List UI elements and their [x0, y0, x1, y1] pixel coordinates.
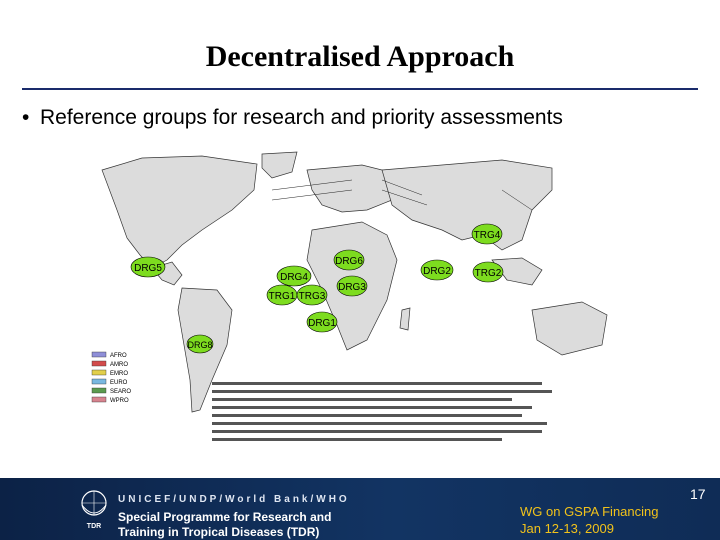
group-marker: DRG5 [130, 256, 166, 278]
legend-item: AFRO [91, 351, 127, 359]
legend-item: WPRO [91, 396, 129, 404]
title-underline [22, 88, 698, 90]
event-line-1: WG on GSPA Financing [520, 504, 659, 519]
asia-land [381, 159, 553, 251]
group-label: DRG6 [335, 256, 363, 267]
event-line-2: Jan 12-13, 2009 [520, 521, 614, 536]
group-marker: DRG4 [276, 265, 312, 287]
tdr-logo: TDR [81, 490, 107, 530]
world-map: DRG5 DRG6 DRG4 DRG2 TRG4 TRG2 DRG3 TRG1 [82, 150, 650, 446]
group-marker: DRG2 [420, 259, 454, 281]
legend-label: SEARO [110, 389, 131, 395]
group-label: TRG3 [299, 291, 326, 302]
group-marker: TRG1 [266, 284, 298, 306]
group-label: TRG2 [475, 268, 502, 279]
group-label: TRG1 [269, 291, 296, 302]
footer-banner [0, 478, 720, 540]
greenland-land [261, 151, 298, 179]
programme-line-1: Special Programme for Research and [118, 510, 332, 524]
north-america-land [101, 155, 258, 269]
legend-label: AFRO [110, 353, 127, 359]
madagascar-land [399, 307, 411, 331]
group-marker: TRG3 [296, 284, 328, 306]
bullet-item: • Reference groups for research and prior… [22, 106, 563, 130]
legend-label: AMRO [110, 362, 128, 368]
southeast-asia-land [491, 257, 543, 286]
group-label: DRG4 [280, 272, 308, 283]
group-marker: DRG1 [306, 311, 338, 333]
group-marker: DRG3 [336, 275, 368, 297]
group-label: DRG8 [187, 340, 212, 350]
group-label: TRG4 [474, 230, 501, 241]
group-label: DRG3 [338, 282, 366, 293]
continents [101, 151, 608, 413]
group-label: DRG2 [423, 266, 451, 277]
legend-item: SEARO [91, 387, 131, 395]
map-notes-block [212, 382, 552, 441]
group-label: DRG5 [134, 263, 162, 274]
legend-item: EMRO [91, 369, 128, 377]
legend-label: EMRO [110, 371, 128, 377]
org-line: UNICEF/UNDP/World Bank/WHO [118, 494, 350, 505]
slide-title: Decentralised Approach [205, 40, 515, 73]
legend-label: WPRO [110, 398, 129, 404]
legend-item: EURO [91, 378, 128, 386]
group-markers: DRG5 DRG6 DRG4 DRG2 TRG4 TRG2 DRG3 TRG1 [130, 223, 504, 354]
group-marker: DRG8 [186, 334, 214, 354]
map-legend: AFRO AMRO EMRO EURO SEARO WPRO [91, 351, 131, 404]
bullet-marker: • [22, 106, 30, 129]
logo-text: TDR [87, 523, 101, 530]
group-marker: DRG6 [333, 249, 365, 271]
group-marker: TRG2 [472, 261, 504, 283]
group-label: DRG1 [308, 318, 336, 329]
legend-label: EURO [110, 380, 128, 386]
page-number: 17 [690, 486, 706, 502]
europe-land [306, 164, 403, 213]
australia-land [531, 301, 608, 356]
programme-line-2: Training in Tropical Diseases (TDR) [118, 525, 320, 539]
group-marker: TRG4 [471, 223, 503, 245]
legend-item: AMRO [91, 360, 128, 368]
region-callout-lines [271, 179, 533, 211]
bullet-text: Reference groups for research and priori… [40, 106, 563, 129]
